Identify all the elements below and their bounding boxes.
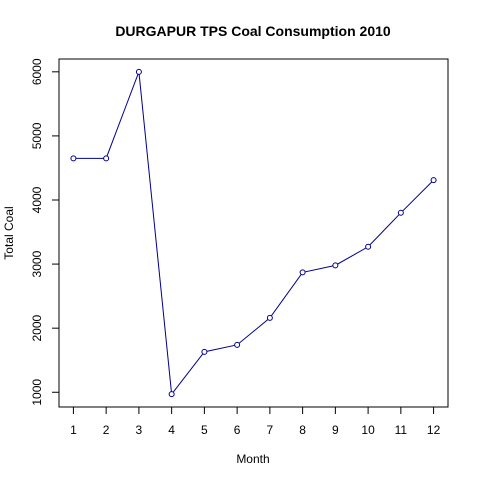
x-tick-label: 1 <box>70 423 77 437</box>
x-tick-label: 2 <box>103 423 110 437</box>
y-tick-label: 4000 <box>30 186 44 213</box>
series-total-coal <box>70 68 437 398</box>
y-tick-label: 1000 <box>30 379 44 406</box>
x-tick-label: 12 <box>427 423 441 437</box>
plot-frame <box>58 58 449 408</box>
data-point <box>332 262 339 269</box>
x-tick-label: 7 <box>267 423 274 437</box>
data-point <box>365 243 372 250</box>
data-point <box>168 391 175 398</box>
data-point <box>103 155 110 162</box>
data-point <box>70 155 77 162</box>
series-line <box>73 71 434 396</box>
y-tick-label: 2000 <box>30 315 44 342</box>
data-point <box>266 314 273 321</box>
y-axis: 1000 2000 3000 4000 5000 6000 <box>30 58 60 406</box>
y-tick-label: 3000 <box>30 250 44 277</box>
series-points <box>70 68 437 398</box>
x-tick-label: 8 <box>299 423 306 437</box>
x-tick-label: 3 <box>136 423 143 437</box>
x-tick-label: 9 <box>332 423 339 437</box>
y-tick-label: 6000 <box>30 58 44 85</box>
x-axis: 1 2 3 4 5 6 7 8 9 10 11 12 <box>70 406 441 437</box>
data-point <box>201 348 208 355</box>
x-tick-label: 5 <box>201 423 208 437</box>
x-tick-label: 4 <box>168 423 175 437</box>
data-point <box>135 68 142 75</box>
x-tick-label: 11 <box>395 423 408 437</box>
data-point <box>397 209 404 216</box>
data-point <box>430 177 437 184</box>
y-tick-label: 5000 <box>30 122 44 149</box>
x-axis-label: Month <box>236 452 269 466</box>
data-point <box>234 341 241 348</box>
y-axis-label: Total Coal <box>2 206 16 259</box>
chart-title: DURGAPUR TPS Coal Consumption 2010 <box>115 23 391 39</box>
x-tick-label: 10 <box>361 423 375 437</box>
x-tick-label: 6 <box>234 423 241 437</box>
data-point <box>299 269 306 276</box>
